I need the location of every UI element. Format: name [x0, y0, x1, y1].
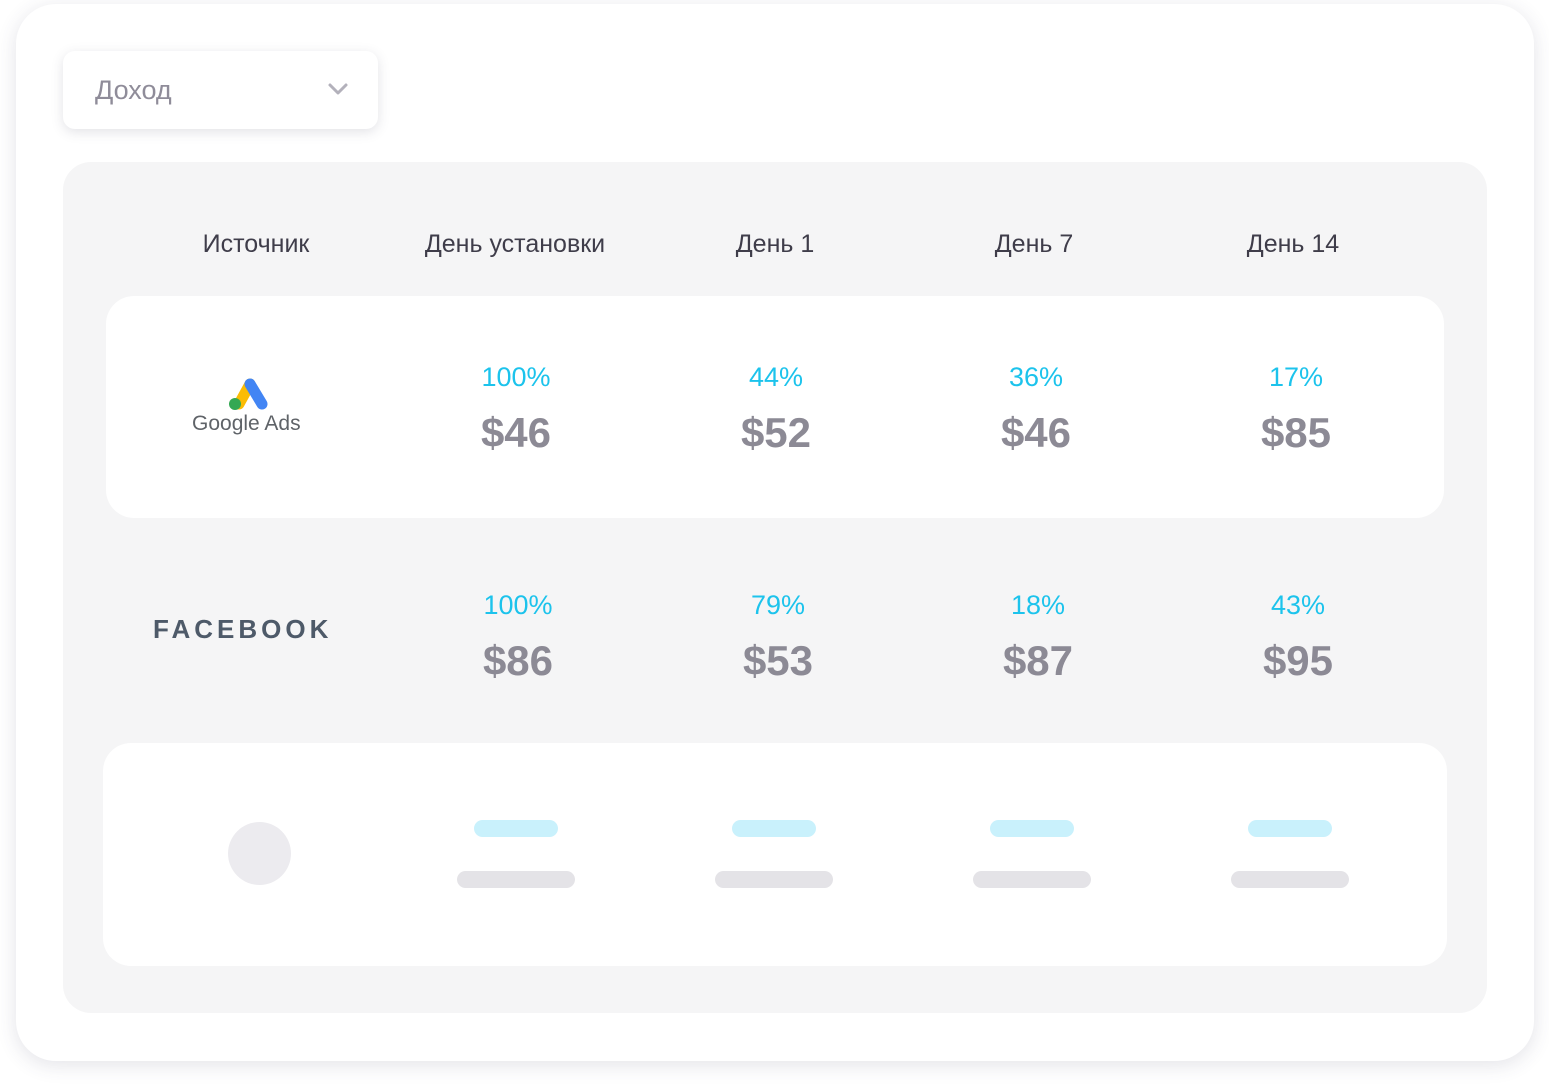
cell-value: $86	[482, 637, 554, 684]
table-row[interactable]	[106, 296, 1444, 518]
cell-value: $46	[1000, 409, 1072, 456]
cell-percent: 100%	[481, 362, 551, 392]
skeleton-percent	[990, 820, 1074, 837]
cell-percent: 17%	[1268, 362, 1324, 392]
skeleton-value	[715, 871, 833, 888]
cell-value: $85	[1260, 409, 1332, 456]
header-install-day: День установки	[424, 230, 606, 258]
google-ads-label: Google Ads	[192, 412, 301, 435]
cell-value: $87	[1002, 637, 1074, 684]
skeleton-row	[103, 743, 1447, 966]
skeleton-value	[973, 871, 1091, 888]
header-source: Источник	[202, 230, 310, 258]
skeleton-percent	[474, 820, 558, 837]
cell-percent: 79%	[750, 590, 806, 620]
cell-percent: 44%	[748, 362, 804, 392]
skeleton-avatar	[228, 822, 291, 885]
chevron-down-icon	[328, 83, 348, 95]
skeleton-value	[1231, 871, 1349, 888]
facebook-logo: FACEBOOK	[153, 614, 333, 644]
google-ads-logo-icon	[229, 378, 268, 410]
cell-value: $46	[480, 409, 552, 456]
cell-value: $53	[742, 637, 814, 684]
cell-percent: 100%	[483, 590, 553, 620]
header-day-14: День 14	[1246, 230, 1340, 258]
cell-value: $52	[740, 409, 812, 456]
cell-percent: 43%	[1270, 590, 1326, 620]
header-day-1: День 1	[735, 230, 815, 258]
metric-select-value: Доход	[95, 75, 172, 105]
cell-percent: 36%	[1008, 362, 1064, 392]
skeleton-value	[457, 871, 575, 888]
header-day-7: День 7	[994, 230, 1074, 258]
skeleton-percent	[732, 820, 816, 837]
skeleton-percent	[1248, 820, 1332, 837]
cell-value: $95	[1262, 637, 1334, 684]
metric-select[interactable]: Доход	[63, 51, 378, 129]
cell-percent: 18%	[1010, 590, 1066, 620]
